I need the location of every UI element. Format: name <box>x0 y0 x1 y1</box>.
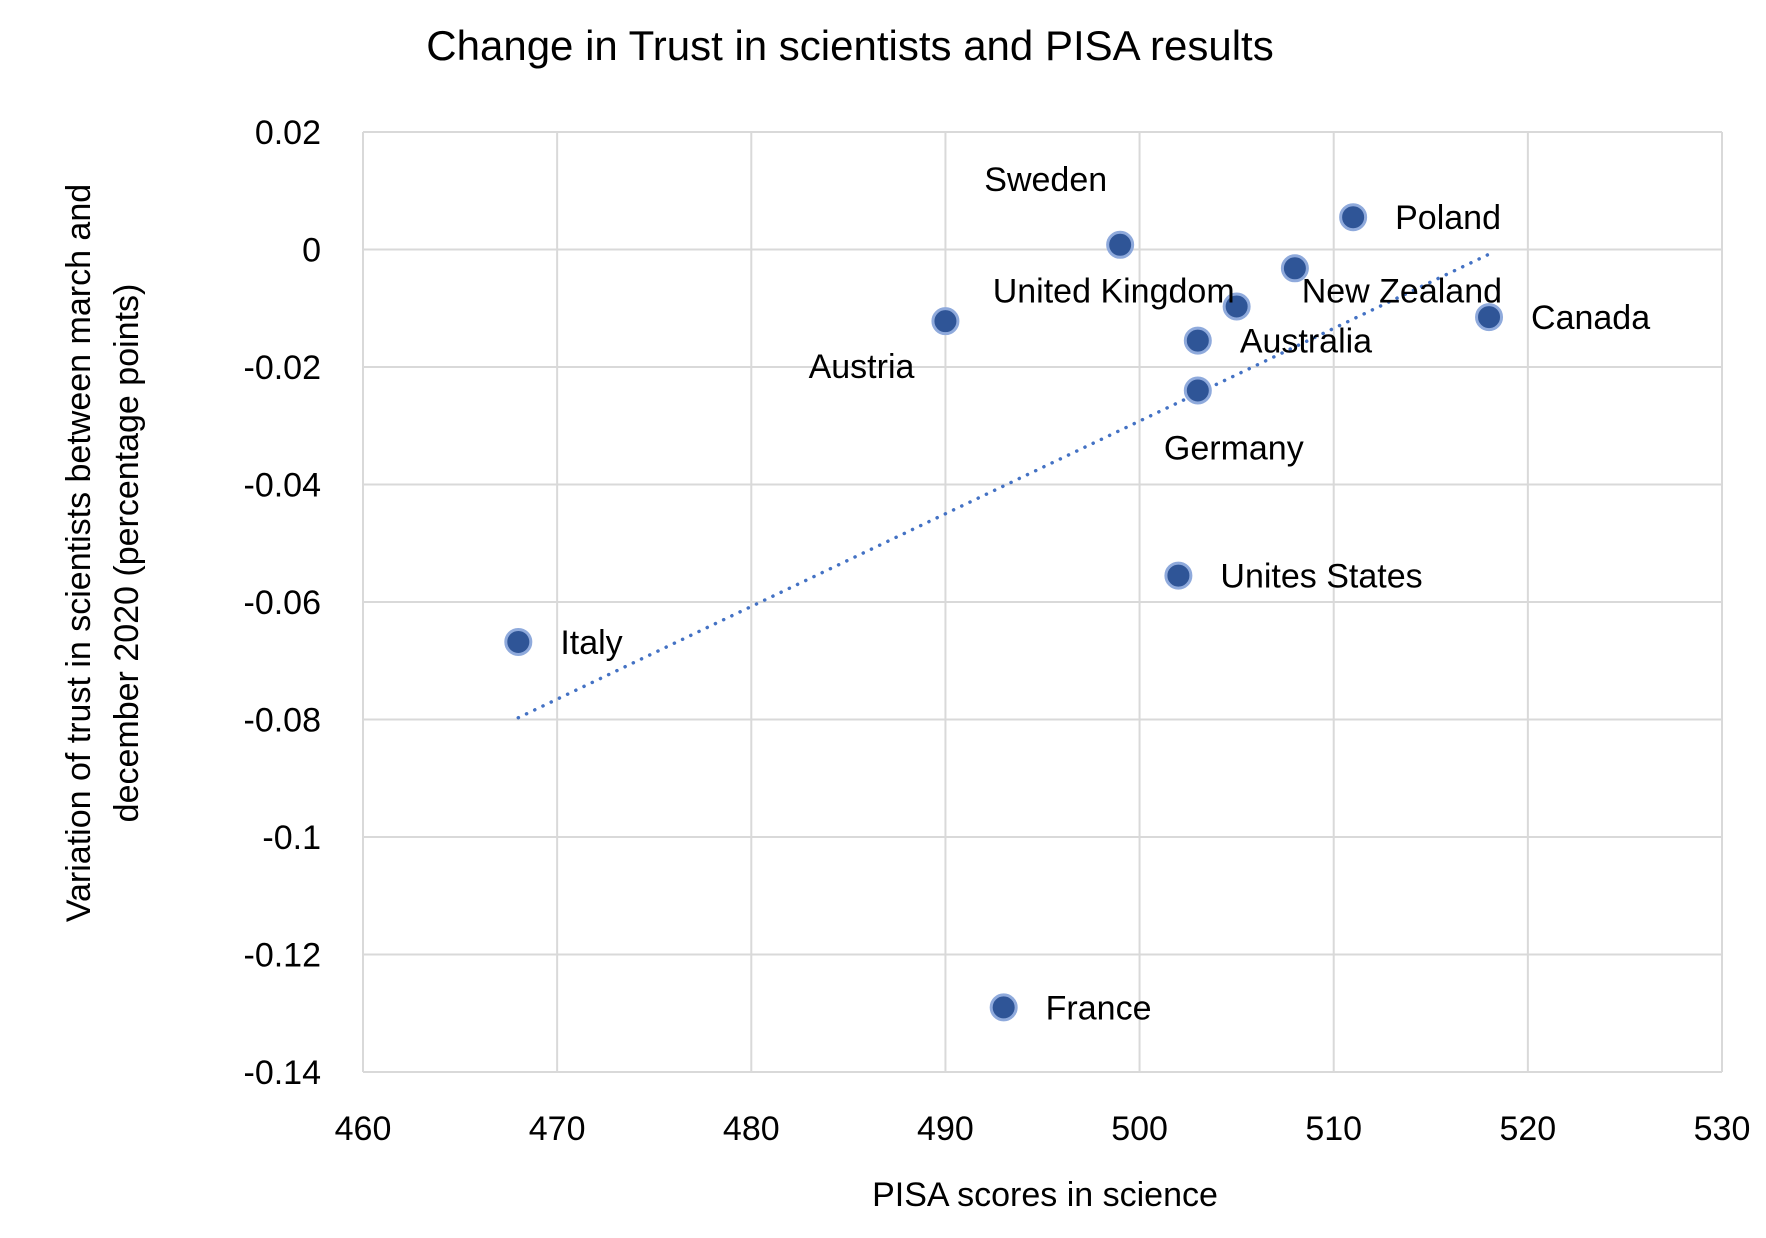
x-tick-label: 480 <box>723 1110 780 1148</box>
x-axis-title: PISA scores in science <box>872 1176 1218 1214</box>
data-point <box>1222 292 1251 321</box>
data-point <box>1339 203 1368 232</box>
x-tick-label: 510 <box>1305 1110 1362 1148</box>
chart-title: Change in Trust in scientists and PISA r… <box>426 22 1273 69</box>
trendline <box>516 252 1491 720</box>
y-tick-label: -0.08 <box>244 702 322 740</box>
x-tick-label: 460 <box>335 1110 392 1148</box>
y-tick-label: -0.1 <box>262 819 321 857</box>
trendline-layer <box>516 252 1491 720</box>
data-label: Unites States <box>1220 558 1422 596</box>
data-point <box>1164 561 1193 590</box>
x-tick-label: 490 <box>917 1110 974 1148</box>
y-tick-label: 0.02 <box>255 114 321 152</box>
data-label: Australia <box>1240 323 1372 361</box>
y-axis-title: Variation of trust in scientists between… <box>60 184 146 922</box>
y-tick-label: -0.02 <box>244 349 322 387</box>
y-tick-label: 0 <box>302 232 321 270</box>
data-label: Germany <box>1164 430 1304 468</box>
data-label: France <box>1046 989 1152 1027</box>
data-label: Italy <box>560 624 622 662</box>
data-label: Canada <box>1531 299 1650 337</box>
data-point <box>1183 376 1212 405</box>
x-tick-label: 530 <box>1694 1110 1751 1148</box>
y-axis-title-line-1: Variation of trust in scientists between… <box>60 184 98 922</box>
axes <box>362 132 1722 1073</box>
data-label: Poland <box>1395 199 1501 237</box>
data-point <box>1183 326 1212 355</box>
data-point <box>1475 303 1504 332</box>
x-tick-label: 500 <box>1111 1110 1168 1148</box>
y-tick-label: -0.06 <box>244 584 322 622</box>
x-tick-label: 470 <box>529 1110 586 1148</box>
data-point <box>1106 230 1135 259</box>
data-label: Austria <box>809 348 915 386</box>
data-points <box>504 203 1504 1022</box>
data-label: New Zealand <box>1302 272 1502 310</box>
data-point <box>931 307 960 336</box>
y-tick-label: -0.12 <box>244 937 322 975</box>
y-tick-label: -0.04 <box>244 467 322 505</box>
data-label: Sweden <box>984 161 1107 199</box>
y-tick-label: -0.14 <box>244 1054 322 1092</box>
data-label: United Kingdom <box>993 272 1235 310</box>
tick-labels: 460 470 480 490 500 510 520 530 0.02 0 -0.02 -0.04 -… <box>244 114 1751 1148</box>
data-point <box>504 627 533 656</box>
data-point <box>989 993 1018 1022</box>
data-point <box>1280 254 1309 283</box>
y-axis-title-line-2: december 2020 (percentage points) <box>108 284 146 823</box>
x-tick-label: 520 <box>1499 1110 1556 1148</box>
data-labels: Poland Sweden New Zealand United Kingdom Can… <box>560 161 1650 1028</box>
